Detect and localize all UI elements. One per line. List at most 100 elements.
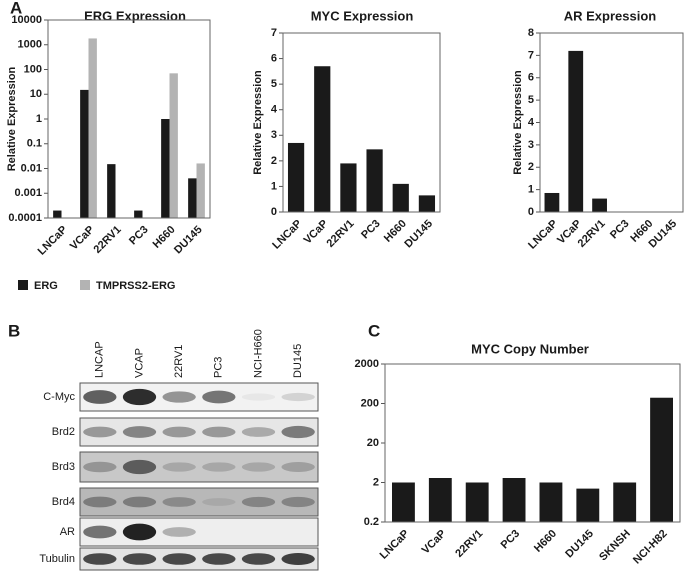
blot-band — [202, 390, 236, 404]
blot-band — [122, 459, 157, 475]
x-tick-label: 22RV1 — [576, 218, 608, 250]
y-axis-label: Relative Expression — [512, 70, 524, 175]
bar — [544, 192, 560, 212]
blot-band — [122, 426, 157, 438]
y-tick-label: 4 — [528, 116, 535, 128]
blot-band — [83, 525, 117, 539]
legend-label: TMPRSS2-ERG — [96, 280, 175, 292]
blot-band — [162, 497, 196, 507]
bar — [568, 50, 584, 213]
x-tick-label: DU145 — [563, 528, 596, 561]
blot-band — [241, 496, 276, 508]
bar — [287, 142, 305, 212]
y-tick-label: 0.1 — [27, 138, 42, 150]
chart-title: MYC Expression — [311, 8, 414, 23]
blot-band — [202, 553, 236, 565]
bar — [392, 482, 415, 522]
blot-band — [162, 553, 196, 565]
lane-label: NCI-H660 — [252, 329, 264, 378]
y-axis-label: Relative Expression — [252, 70, 264, 175]
x-tick-label: 22RV1 — [324, 218, 356, 250]
bar — [613, 482, 637, 522]
blot-band — [241, 462, 276, 472]
blot-band — [241, 553, 276, 565]
x-tick-label: SKNSH — [597, 528, 633, 564]
row-label: AR — [60, 526, 75, 538]
blot-band — [281, 392, 315, 402]
blot-band — [162, 462, 196, 472]
plot-frame — [384, 363, 681, 523]
blot-band — [281, 496, 315, 508]
plot-frame — [282, 32, 441, 213]
blot-band — [162, 426, 196, 438]
panel-label: C — [368, 321, 380, 340]
blot-strip — [79, 517, 319, 547]
row-label: Brd3 — [52, 461, 75, 473]
y-tick-label: 0 — [528, 206, 534, 218]
bar — [592, 198, 607, 212]
y-tick-label: 1000 — [18, 39, 42, 51]
y-tick-label: 1 — [271, 180, 277, 192]
bar — [196, 163, 205, 218]
y-tick-label: 4 — [271, 104, 278, 116]
lane-label: VCAP — [133, 348, 145, 378]
plot-frame — [539, 32, 684, 213]
blot-band — [202, 462, 236, 472]
x-tick-label: 22RV1 — [453, 528, 485, 560]
bar — [428, 477, 452, 522]
blot-band — [202, 426, 236, 438]
row-label: Brd2 — [52, 426, 75, 438]
x-tick-label: DU145 — [172, 224, 205, 257]
chart-title: MYC Copy Number — [471, 341, 589, 356]
bar — [539, 482, 563, 522]
x-tick-label: PC3 — [127, 224, 151, 248]
bar — [88, 38, 97, 218]
blot-band — [83, 496, 117, 508]
blot-band — [241, 427, 276, 437]
y-tick-label: 2000 — [355, 358, 379, 370]
blot-strip — [79, 451, 319, 483]
bar — [188, 178, 197, 218]
y-tick-label: 3 — [528, 139, 534, 151]
blot-strip — [79, 487, 319, 517]
y-tick-label: 0.0001 — [8, 212, 42, 224]
chart-title: ERG Expression — [84, 8, 186, 23]
bar — [80, 89, 89, 218]
bar — [366, 149, 383, 212]
blot-band — [83, 426, 117, 438]
plot-frame — [47, 19, 211, 219]
bar — [161, 119, 170, 218]
x-tick-label: 22RV1 — [92, 224, 124, 256]
blot-strip — [79, 417, 319, 447]
blot-band — [241, 393, 276, 401]
blot-band — [281, 552, 315, 566]
blot-band — [122, 523, 157, 541]
x-tick-label: LNCaP — [36, 224, 70, 258]
bar — [465, 482, 489, 522]
y-tick-label: 20 — [367, 437, 379, 449]
blot-band — [83, 461, 117, 473]
y-tick-label: 5 — [271, 78, 277, 90]
chart-title: AR Expression — [564, 8, 657, 23]
y-tick-label: 100 — [24, 63, 42, 75]
x-tick-label: VCaP — [420, 528, 449, 557]
legend-swatch — [80, 280, 90, 290]
x-tick-label: LNCaP — [270, 218, 304, 252]
y-tick-label: 1 — [36, 113, 42, 125]
x-tick-label: PC3 — [499, 528, 523, 552]
bar — [418, 195, 436, 212]
y-tick-label: 7 — [271, 27, 277, 39]
bar — [650, 397, 673, 522]
blot-band — [202, 498, 236, 506]
bar — [134, 210, 143, 218]
y-tick-label: 0.01 — [21, 162, 42, 174]
panel-label: B — [8, 321, 20, 340]
y-tick-label: 5 — [528, 94, 534, 106]
bar — [502, 477, 526, 522]
lane-label: LNCAP — [94, 341, 106, 378]
y-axis-label: Relative Expression — [6, 66, 18, 171]
x-tick-label: LNCaP — [526, 218, 560, 252]
y-tick-label: 2 — [373, 476, 379, 488]
panel-label: A — [10, 0, 22, 17]
